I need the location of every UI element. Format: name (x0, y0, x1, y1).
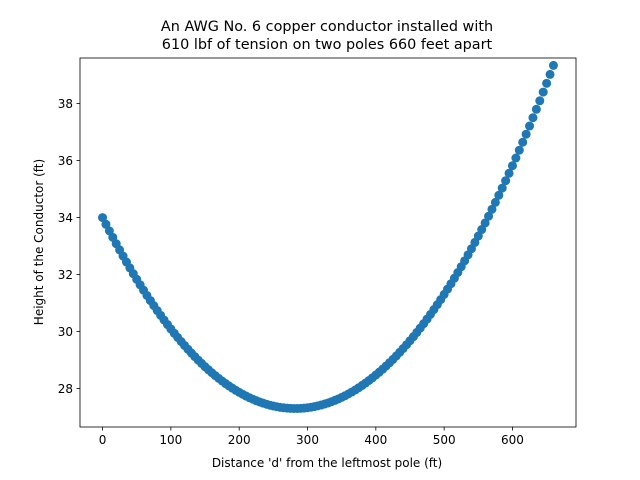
data-point (548, 60, 558, 70)
data-point (507, 161, 517, 171)
data-point (504, 168, 514, 178)
chart-title-line-1: An AWG No. 6 copper conductor installed … (161, 19, 493, 35)
y-axis-label: Height of the Conductor (ft) (32, 159, 46, 325)
data-point (531, 104, 541, 114)
data-point (511, 153, 521, 163)
data-point (525, 121, 535, 131)
y-tick-label: 36 (58, 154, 73, 168)
data-point (494, 190, 504, 200)
x-tick-label: 200 (228, 433, 251, 447)
data-point (521, 129, 531, 139)
x-tick-label: 300 (296, 433, 319, 447)
data-point (514, 145, 524, 155)
x-tick-label: 0 (99, 433, 107, 447)
data-point (98, 213, 108, 223)
x-axis-ticks: 0 100 200 300 400 500 600 (99, 427, 524, 447)
chart-title-line-2: 610 lbf of tension on two poles 660 feet… (162, 37, 493, 53)
x-tick-label: 400 (364, 433, 387, 447)
data-point (518, 137, 528, 147)
data-point (545, 69, 555, 79)
x-tick-label: 100 (159, 433, 182, 447)
data-point (501, 176, 511, 186)
data-point (480, 218, 490, 228)
data-point (484, 211, 494, 221)
data-point (487, 204, 497, 214)
x-tick-label: 500 (433, 433, 456, 447)
y-tick-label: 30 (58, 325, 73, 339)
plot-area (80, 58, 576, 427)
x-tick-label: 600 (501, 433, 524, 447)
y-axis-ticks: 28 30 32 34 36 38 (58, 97, 80, 396)
y-tick-label: 28 (58, 382, 73, 396)
y-tick-label: 38 (58, 97, 73, 111)
plot-frame (79, 57, 577, 428)
data-point (497, 183, 507, 193)
data-point (528, 113, 538, 123)
y-tick-label: 32 (58, 268, 73, 282)
data-point (542, 78, 552, 88)
data-point (477, 225, 487, 235)
y-tick-label: 34 (58, 211, 73, 225)
x-axis-label: Distance 'd' from the leftmost pole (ft) (212, 456, 442, 470)
data-point (538, 87, 548, 97)
data-point (535, 96, 545, 106)
data-points (98, 60, 558, 413)
data-point (490, 197, 500, 207)
